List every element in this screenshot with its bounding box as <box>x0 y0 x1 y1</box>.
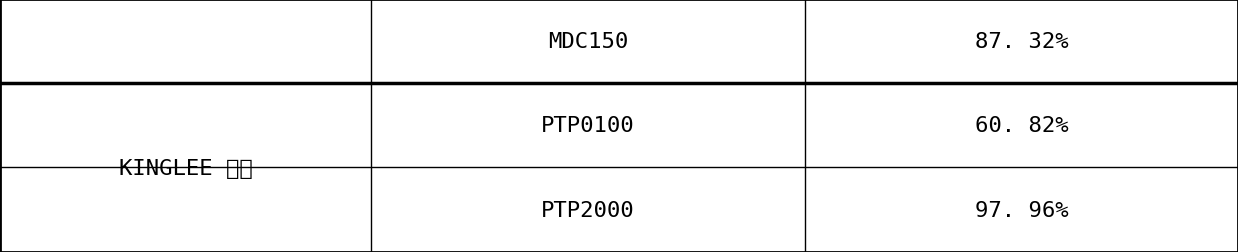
Text: PTP0100: PTP0100 <box>541 116 635 136</box>
Text: PTP2000: PTP2000 <box>541 200 635 220</box>
Text: 97. 96%: 97. 96% <box>974 200 1068 220</box>
Text: MDC150: MDC150 <box>548 32 628 52</box>
Text: KINGLEE 公司: KINGLEE 公司 <box>119 158 253 178</box>
Text: 60. 82%: 60. 82% <box>974 116 1068 136</box>
Text: 87. 32%: 87. 32% <box>974 32 1068 52</box>
